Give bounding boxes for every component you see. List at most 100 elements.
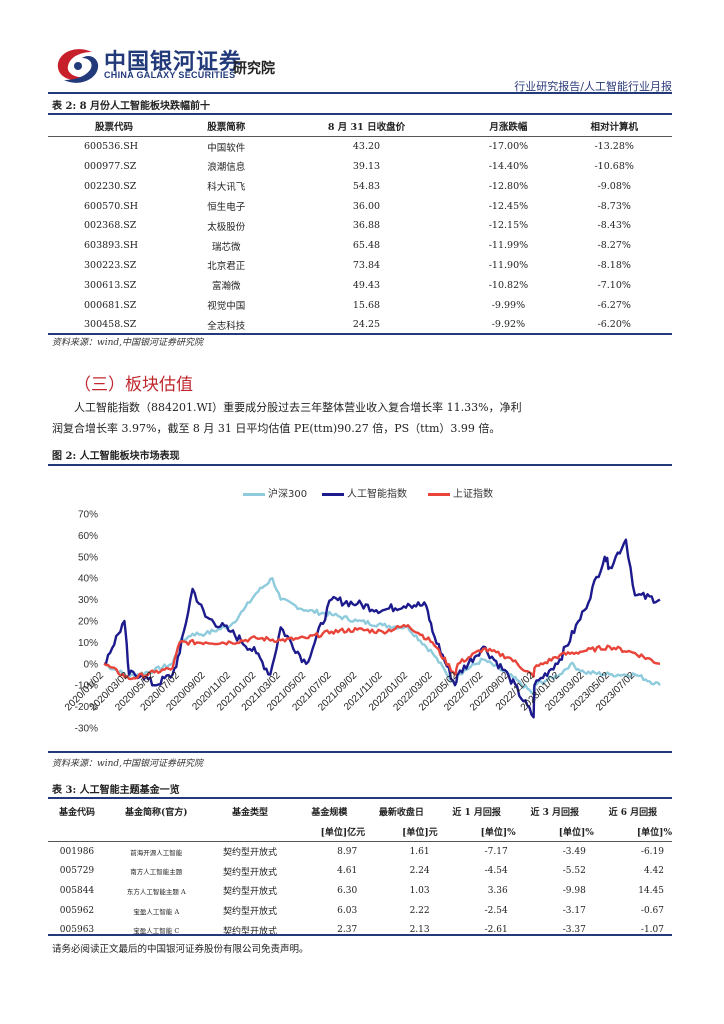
table3-col-header: 近 6 月回报	[608, 807, 658, 818]
y-tick-label: 0%	[84, 659, 99, 670]
legend-swatch	[428, 492, 450, 496]
y-tick-label: 50%	[78, 552, 98, 563]
table-cell: 6.30	[337, 885, 358, 896]
paragraph-line: 润复合增长率 3.97%，截至 8 月 31 日平均估值 PE(ttm)90.2…	[52, 422, 501, 435]
table-cell: 中国软件	[207, 142, 246, 154]
table-cell: 富瀚微	[211, 281, 241, 293]
table3-unit-header	[207, 821, 294, 842]
table3-col-header: 近 1 月回报	[452, 807, 501, 818]
table2-bottom-rule	[48, 333, 672, 335]
table-cell: 科大讯飞	[207, 182, 246, 194]
table3: 基金代码 基金简称(官方) 基金类型 基金规模 最新收盘日 近 1 月回报 近 …	[48, 801, 672, 940]
table-cell: 39.13	[352, 160, 381, 172]
table3-bottom-rule	[48, 934, 672, 936]
table-cell: 瑞芯微	[211, 241, 241, 253]
table3-col-header: 近 3 月回报	[530, 807, 580, 818]
table-row: 002230.SZ 科大讯飞 54.83 -12.80% -9.08%	[48, 176, 672, 196]
figure2-top-rule	[48, 464, 672, 466]
table-cell: -8.18%	[597, 259, 631, 271]
table-cell: -12.15%	[488, 220, 529, 232]
disclaimer-footer: 请务必阅读正文最后的中国银河证券股份有限公司免责声明。	[52, 944, 309, 955]
table3-top-rule	[48, 797, 672, 799]
table-cell: -9.99%	[491, 299, 526, 311]
table-cell: -1.07	[640, 925, 664, 936]
table2-col-header: 相对计算机	[556, 116, 672, 137]
table-row: 603893.SH 瑞芯微 65.48 -11.99% -8.27%	[48, 236, 672, 256]
table-cell: 000977.SZ	[84, 160, 137, 172]
table-cell: 15.68	[352, 299, 381, 311]
table-cell: -10.82%	[488, 279, 529, 291]
table3-col-header: 最新收盘日	[378, 807, 424, 818]
table-cell: 24.25	[352, 319, 381, 331]
table-cell: -12.45%	[488, 200, 529, 212]
table-cell: -11.99%	[488, 240, 529, 252]
table-row: 300613.SZ 富瀚微 49.43 -10.82% -7.10%	[48, 275, 672, 295]
table-row: 005963 宝盈人工智能 C 契约型开放式 2.37 2.13 -2.61 -3.37 -1…	[48, 920, 672, 940]
table-cell: -3.17	[562, 905, 586, 916]
table-row: 600536.SH 中国软件 43.20 -17.00% -13.28%	[48, 136, 672, 156]
figure2-title: 图 2: 人工智能板块市场表现	[52, 451, 180, 462]
header-divider	[48, 92, 672, 94]
figure2-source: 资料来源：wind,中国银河证券研究院	[52, 759, 204, 769]
table-cell: 8.97	[337, 846, 358, 857]
y-tick-label: 20%	[78, 617, 98, 628]
table3-unit-header	[48, 821, 106, 842]
table3-col-header: 基金代码	[58, 807, 95, 818]
y-tick-label: 10%	[78, 638, 98, 649]
table-row: 005962 宝盈人工智能 A 契约型开放式 6.03 2.22 -2.54 -3.17 -0…	[48, 901, 672, 921]
table-cell: 36.00	[352, 200, 381, 212]
table2-title: 表 2: 8 月份人工智能板块跌幅前十	[52, 101, 211, 112]
table-cell: 36.88	[352, 220, 381, 232]
table-cell: -7.17	[484, 846, 508, 857]
table-cell: -8.73%	[597, 200, 631, 212]
table-cell: 005963	[59, 925, 95, 936]
table3-unit-header: [单位]%	[636, 827, 672, 838]
table-cell: -13.28%	[594, 141, 634, 153]
table3-unit-header: [单位]元	[402, 827, 438, 838]
table-cell: -3.37	[562, 925, 586, 936]
table-cell: 73.84	[352, 259, 381, 271]
table-cell: -6.20%	[597, 319, 631, 331]
table-cell: 300613.SZ	[84, 279, 137, 291]
table-row: 300458.SZ 全志科技 24.25 -9.92% -6.20%	[48, 315, 672, 335]
table-row: 005729 南方人工智能主题 契约型开放式 4.61 2.24 -4.54 -5.52 4.…	[48, 862, 672, 882]
table2-header-row: 股票代码 股票简称 8 月 31 日收盘价 月涨跌幅 相对计算机	[48, 116, 672, 137]
table-cell: 2.24	[409, 866, 430, 877]
y-tick-label: 40%	[78, 574, 98, 585]
table-cell: -2.54	[484, 905, 508, 916]
table3-unit-header	[106, 821, 207, 842]
table2: 股票代码 股票简称 8 月 31 日收盘价 月涨跌幅 相对计算机 600536.…	[48, 116, 672, 335]
table-cell: -7.10%	[597, 279, 631, 291]
table2-col-header: 股票简称	[180, 116, 273, 137]
table3-col-header: 基金简称(官方)	[125, 807, 188, 818]
table-cell: 600536.SH	[84, 141, 139, 153]
table-cell: 全志科技	[207, 320, 246, 332]
table-cell: 视觉中国	[207, 301, 246, 313]
figure2-bottom-rule	[48, 751, 672, 753]
table-row: 300223.SZ 北京君正 73.84 -11.90% -8.18%	[48, 256, 672, 276]
y-tick-label: 60%	[78, 531, 98, 542]
legend-item: 上证指数	[428, 485, 493, 500]
table-cell: -9.08%	[597, 180, 631, 192]
table-cell: 太极股份	[207, 221, 246, 233]
table-cell: 浪潮信息	[207, 162, 246, 174]
table3-header-row: 基金代码 基金简称(官方) 基金类型 基金规模 最新收盘日 近 1 月回报 近 …	[48, 801, 672, 821]
table-cell: 契约型开放式	[223, 926, 278, 937]
legend-label: 人工智能指数	[347, 489, 407, 500]
paragraph-line: 人工智能指数（884201.WI）重要成分股过去三年整体营业收入复合增长率 11…	[74, 401, 522, 414]
table2-col-header: 月涨跌幅	[460, 116, 557, 137]
table-cell: 14.45	[638, 885, 664, 896]
table-row: 005844 东方人工智能主题 A 契约型开放式 6.30 1.03 3.36 -9.98 1…	[48, 881, 672, 901]
table3-unit-header: [单位]%	[480, 827, 516, 838]
table-cell: -3.49	[562, 846, 586, 857]
y-tick-label: -30%	[75, 724, 98, 735]
series-line	[103, 623, 661, 681]
table-cell: 49.43	[352, 279, 381, 291]
table-cell: 4.61	[337, 866, 358, 877]
table-cell: 契约型开放式	[223, 867, 278, 878]
table-cell: -0.67	[640, 905, 664, 916]
table-row: 600570.SH 恒生电子 36.00 -12.45% -8.73%	[48, 196, 672, 216]
table3-unit-header: [单位]%	[558, 827, 594, 838]
table-cell: 东方人工智能主题 A	[126, 887, 186, 896]
table-cell: 005844	[59, 885, 95, 896]
